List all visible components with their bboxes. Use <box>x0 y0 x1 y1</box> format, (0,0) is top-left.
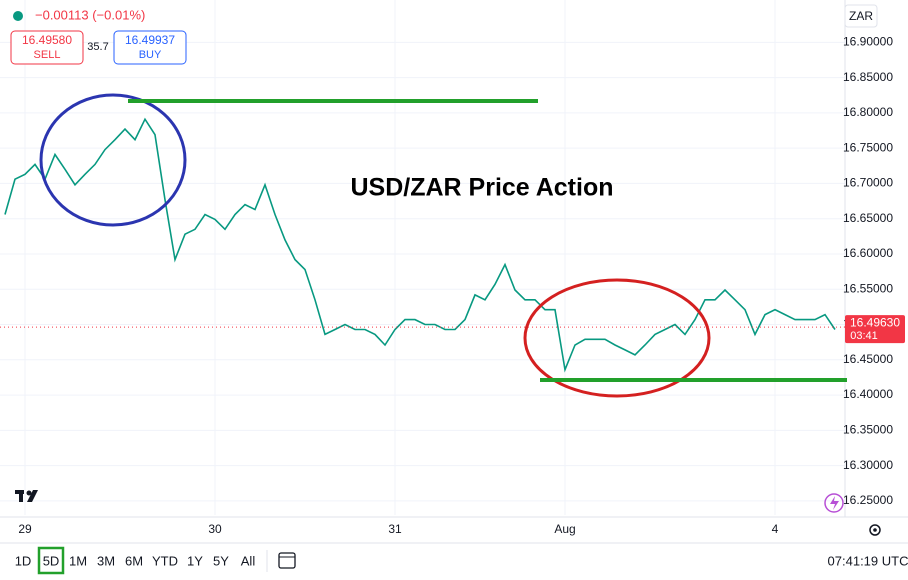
range-button[interactable]: 3M <box>97 553 115 568</box>
y-tick-label: 16.60000 <box>843 246 893 260</box>
price-tag <box>845 315 905 344</box>
range-button[interactable]: 5D <box>43 553 60 568</box>
grid <box>0 0 845 515</box>
spread: 35.7 <box>87 41 108 53</box>
range-button[interactable]: 1D <box>15 553 32 568</box>
buy-button[interactable] <box>113 30 187 65</box>
series-layer <box>4 117 836 373</box>
x-tick-label: Aug <box>554 522 575 536</box>
currency[interactable]: ZAR <box>849 9 873 23</box>
range-button[interactable]: 1M <box>69 553 87 568</box>
y-tick-label: 16.25000 <box>843 493 893 507</box>
toolbar: 07:41:19 UTC 1D 5D 1M 3M 6M YTD 1Y 5Y All <box>15 546 908 575</box>
x-tick-label: 30 <box>208 522 222 536</box>
y-tick-label: 16.30000 <box>843 458 893 472</box>
price-line <box>4 117 836 373</box>
x-tick-label: 29 <box>18 522 32 536</box>
status-dot <box>13 11 23 21</box>
logo <box>15 490 38 502</box>
x-tick-label: 4 <box>772 522 779 536</box>
annotation-circle <box>523 278 711 398</box>
range-button[interactable]: YTD <box>152 553 178 568</box>
range-button[interactable]: All <box>241 553 256 568</box>
annotation-circle <box>39 93 187 227</box>
y-tick-label: 16.75000 <box>843 140 893 154</box>
sell-label[interactable]: SELL <box>34 49 61 61</box>
y-tick-label: 16.35000 <box>843 423 893 437</box>
assistant-icon[interactable] <box>824 493 844 513</box>
chart-title: USD/ZAR Price Action <box>350 174 613 202</box>
settings-icon[interactable] <box>869 524 881 536</box>
assistant-icon[interactable] <box>830 496 839 510</box>
price-change: −0.00113 (−0.01%) <box>35 7 145 22</box>
date-range-icon[interactable] <box>278 552 296 569</box>
range-button[interactable]: 1Y <box>187 553 203 568</box>
clock: 07:41:19 UTC <box>828 553 908 568</box>
x-tick-label: 31 <box>388 522 402 536</box>
y-tick-label: 16.80000 <box>843 105 893 119</box>
settings-icon[interactable] <box>873 528 877 532</box>
sell-price[interactable]: 16.49580 <box>22 33 72 47</box>
y-tick-label: 16.70000 <box>843 176 893 190</box>
y-tick-label: 16.90000 <box>843 35 893 49</box>
buy-label[interactable]: BUY <box>139 49 162 61</box>
range-selected <box>37 546 65 575</box>
y-tick-label: 16.40000 <box>843 387 893 401</box>
y-tick-label: 16.85000 <box>843 70 893 84</box>
price-tag-label: 16.49630 <box>850 315 900 329</box>
range-button[interactable]: 6M <box>125 553 143 568</box>
sell-button[interactable] <box>10 30 84 65</box>
currency-button[interactable] <box>844 4 878 28</box>
y-tick-label: 16.55000 <box>843 281 893 295</box>
countdown: 03:41 <box>850 330 878 342</box>
buy-price[interactable]: 16.49937 <box>125 33 175 47</box>
y-tick-label: 16.65000 <box>843 211 893 225</box>
y-tick-label: 16.45000 <box>843 352 893 366</box>
range-button[interactable]: 5Y <box>213 553 229 568</box>
